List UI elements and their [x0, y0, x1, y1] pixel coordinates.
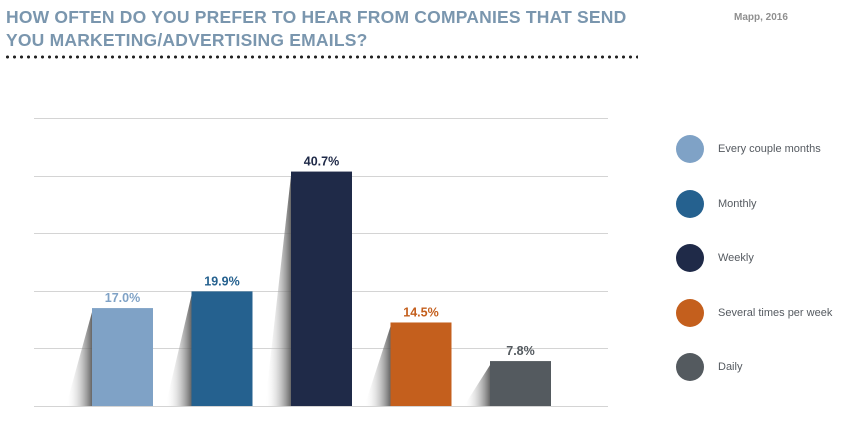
bar-shadow: [464, 365, 490, 406]
bar-value-label: 14.5%: [403, 305, 438, 319]
legend-item: Every couple months: [676, 134, 821, 164]
bar-chart: 17.0% 19.9% 40.7% 14.5% 7.8%: [34, 118, 608, 407]
source-label: Mapp, 2016: [734, 12, 788, 23]
bar-shadow: [364, 326, 391, 406]
chart-title: HOW OFTEN DO YOU PREFER TO HEAR FROM COM…: [6, 7, 627, 50]
legend-item: Weekly: [676, 243, 754, 273]
legend-label: Several times per week: [718, 306, 833, 319]
bar-value-label: 19.9%: [204, 274, 239, 288]
legend-label: Every couple months: [718, 143, 821, 155]
bar-shadow: [66, 312, 92, 406]
bar-shadow: [165, 295, 192, 406]
bar-value-label: 17.0%: [105, 291, 140, 305]
bar: [390, 322, 452, 406]
bar-value-label: 7.8%: [506, 344, 535, 358]
legend-label: Weekly: [718, 252, 754, 264]
bar: [490, 361, 551, 406]
bar: [92, 308, 153, 406]
legend-swatch: [676, 353, 704, 381]
legend-item: Monthly: [676, 189, 757, 219]
dotted-divider: [4, 54, 638, 60]
bar-shadow: [265, 175, 291, 406]
legend-swatch: [676, 189, 704, 218]
legend-swatch: [676, 135, 704, 163]
bar-value-label: 40.7%: [304, 155, 339, 169]
legend-label: Daily: [718, 361, 743, 373]
legend-swatch: [676, 244, 704, 272]
legend-item: Several times per week: [676, 298, 832, 328]
legend-item: Daily: [676, 352, 742, 382]
legend-swatch: [676, 298, 704, 327]
bar: [191, 291, 253, 406]
legend-label: Monthly: [718, 197, 757, 210]
bar: [291, 171, 352, 406]
